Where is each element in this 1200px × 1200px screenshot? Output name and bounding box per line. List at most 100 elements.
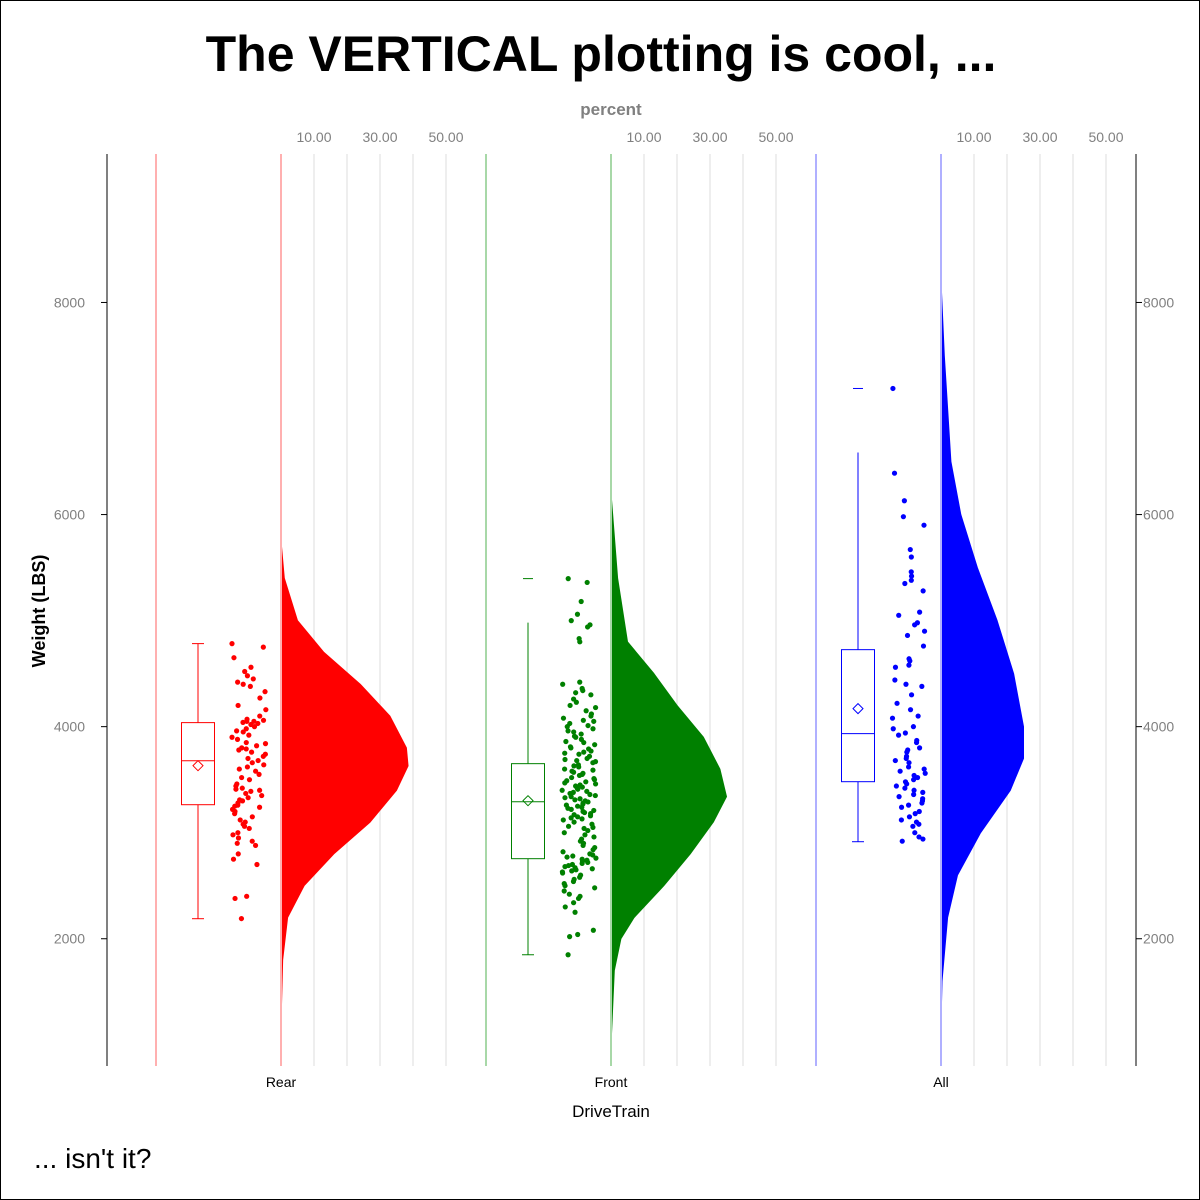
data-point-all bbox=[910, 823, 916, 829]
density-all bbox=[940, 280, 1024, 1025]
data-point-rear bbox=[246, 732, 252, 738]
data-point-rear bbox=[238, 915, 245, 922]
mean-marker-front bbox=[522, 794, 534, 807]
data-point-front bbox=[570, 853, 576, 859]
data-point-all bbox=[908, 692, 915, 698]
data-point-front bbox=[560, 817, 566, 823]
percent-tick-label-all: 10.00 bbox=[956, 129, 991, 145]
data-point-front bbox=[592, 792, 598, 799]
data-point-all bbox=[893, 783, 899, 789]
data-point-front bbox=[590, 852, 596, 858]
data-point-all bbox=[921, 766, 927, 772]
data-point-front bbox=[585, 827, 591, 834]
data-point-front bbox=[559, 787, 565, 793]
data-point-front bbox=[574, 803, 581, 809]
data-point-rear bbox=[234, 736, 241, 742]
data-point-front bbox=[568, 745, 574, 751]
data-point-rear bbox=[245, 795, 251, 801]
data-point-front bbox=[592, 742, 598, 748]
data-point-all bbox=[920, 588, 926, 594]
box-rear bbox=[181, 722, 215, 806]
data-point-all bbox=[898, 817, 904, 823]
y-tick-label-left: 8000 bbox=[54, 294, 85, 310]
data-point-all bbox=[922, 770, 928, 776]
data-point-rear bbox=[232, 895, 238, 902]
data-point-front bbox=[577, 639, 583, 645]
data-point-rear bbox=[261, 762, 267, 768]
data-point-all bbox=[901, 498, 907, 504]
data-point-rear bbox=[251, 724, 258, 730]
data-point-rear bbox=[243, 746, 249, 752]
data-point-front bbox=[576, 764, 582, 770]
percent-tick-label-front: 10.00 bbox=[626, 129, 661, 145]
y-tick-label-left: 2000 bbox=[54, 931, 85, 947]
y-tick-label-right: 6000 bbox=[1143, 507, 1174, 523]
data-point-rear bbox=[257, 713, 263, 719]
data-point-front bbox=[562, 780, 568, 786]
data-point-all bbox=[916, 745, 923, 751]
percent-tick-label-front: 30.00 bbox=[692, 129, 727, 145]
data-point-all bbox=[896, 612, 902, 618]
data-point-rear bbox=[244, 893, 250, 899]
data-point-all bbox=[920, 836, 926, 842]
data-point-front bbox=[562, 883, 568, 889]
data-point-front bbox=[584, 755, 590, 762]
data-point-all bbox=[920, 789, 926, 796]
data-point-rear bbox=[256, 771, 262, 777]
data-point-front bbox=[570, 878, 577, 885]
data-point-all bbox=[903, 755, 909, 762]
data-point-front bbox=[590, 927, 596, 933]
data-point-rear bbox=[246, 825, 252, 832]
data-point-all bbox=[916, 808, 922, 815]
data-point-rear bbox=[235, 702, 241, 709]
data-point-front bbox=[559, 870, 566, 876]
data-point-front bbox=[592, 885, 598, 891]
data-point-front bbox=[590, 847, 596, 853]
data-point-all bbox=[905, 764, 912, 770]
data-point-rear bbox=[254, 861, 260, 868]
data-point-all bbox=[912, 830, 918, 836]
data-point-front bbox=[574, 757, 580, 764]
percent-tick-label-rear: 50.00 bbox=[428, 129, 463, 145]
data-point-rear bbox=[240, 719, 246, 726]
data-point-rear bbox=[245, 755, 251, 762]
chart-title: The VERTICAL plotting is cool, ... bbox=[206, 26, 997, 82]
data-point-all bbox=[904, 632, 911, 639]
data-point-front bbox=[565, 728, 571, 734]
data-point-rear bbox=[233, 786, 239, 792]
data-point-all bbox=[895, 732, 902, 738]
data-point-rear bbox=[236, 747, 242, 753]
data-point-rear bbox=[249, 760, 255, 766]
data-point-rear bbox=[235, 679, 241, 685]
data-point-front bbox=[573, 734, 579, 740]
data-point-all bbox=[904, 781, 910, 787]
data-point-front bbox=[587, 791, 593, 798]
data-point-front bbox=[591, 834, 597, 840]
data-point-front bbox=[579, 804, 585, 810]
data-point-all bbox=[906, 814, 913, 820]
data-point-front bbox=[577, 679, 583, 685]
data-point-all bbox=[908, 554, 914, 560]
percent-axis-label: percent bbox=[580, 100, 642, 119]
data-point-all bbox=[919, 683, 925, 689]
data-point-all bbox=[890, 726, 896, 732]
data-point-rear bbox=[253, 768, 259, 774]
data-point-rear bbox=[249, 814, 255, 820]
y-tick-label-left: 6000 bbox=[54, 507, 85, 523]
data-point-all bbox=[905, 802, 912, 808]
density-rear bbox=[280, 540, 409, 1025]
data-point-all bbox=[911, 787, 917, 793]
data-point-front bbox=[570, 900, 577, 906]
category-label-all: All bbox=[933, 1074, 949, 1090]
percent-tick-label-rear: 10.00 bbox=[296, 129, 331, 145]
data-point-front bbox=[590, 824, 596, 830]
data-point-front bbox=[577, 874, 583, 880]
percent-tick-label-rear: 30.00 bbox=[362, 129, 397, 145]
data-point-front bbox=[579, 816, 585, 822]
data-point-all bbox=[902, 785, 908, 791]
data-point-front bbox=[569, 774, 575, 781]
data-point-front bbox=[564, 854, 570, 860]
data-point-all bbox=[917, 609, 923, 615]
